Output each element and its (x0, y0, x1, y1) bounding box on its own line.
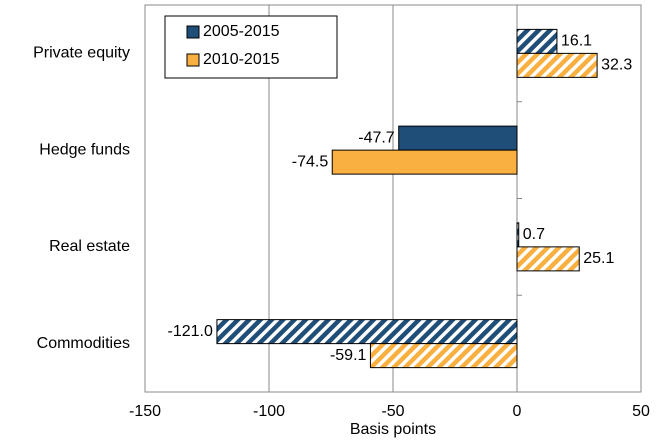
legend-label: 2005-2015 (203, 23, 280, 40)
data-label: -59.1 (330, 347, 367, 364)
data-label: 0.7 (523, 226, 545, 243)
bar (369, 343, 518, 369)
y-tick-label: Commodities (37, 335, 130, 352)
x-tick-label: -50 (381, 403, 404, 420)
bar (516, 52, 598, 78)
data-label: 32.3 (601, 57, 632, 74)
bar (216, 319, 518, 345)
bar (516, 246, 580, 272)
legend-label: 2010-2015 (203, 51, 280, 68)
data-label: 25.1 (583, 250, 614, 267)
y-tick-label: Private equity (33, 45, 130, 62)
x-tick-label: -150 (129, 403, 161, 420)
data-label: -74.5 (292, 153, 329, 170)
bar (516, 222, 520, 248)
x-axis-title: Basis points (350, 421, 436, 438)
bar (516, 28, 558, 54)
legend-swatch (186, 53, 200, 67)
data-label: 16.1 (561, 33, 592, 50)
bar (331, 149, 518, 175)
data-label: -121.0 (168, 323, 213, 340)
x-tick-label: 50 (632, 403, 650, 420)
legend-swatch (186, 25, 200, 39)
x-tick-label: -100 (253, 403, 285, 420)
y-tick-label: Real estate (49, 238, 130, 255)
bar (398, 125, 518, 151)
data-label: -47.7 (358, 129, 395, 146)
x-tick-label: 0 (513, 403, 522, 420)
y-tick-label: Hedge funds (39, 141, 130, 158)
